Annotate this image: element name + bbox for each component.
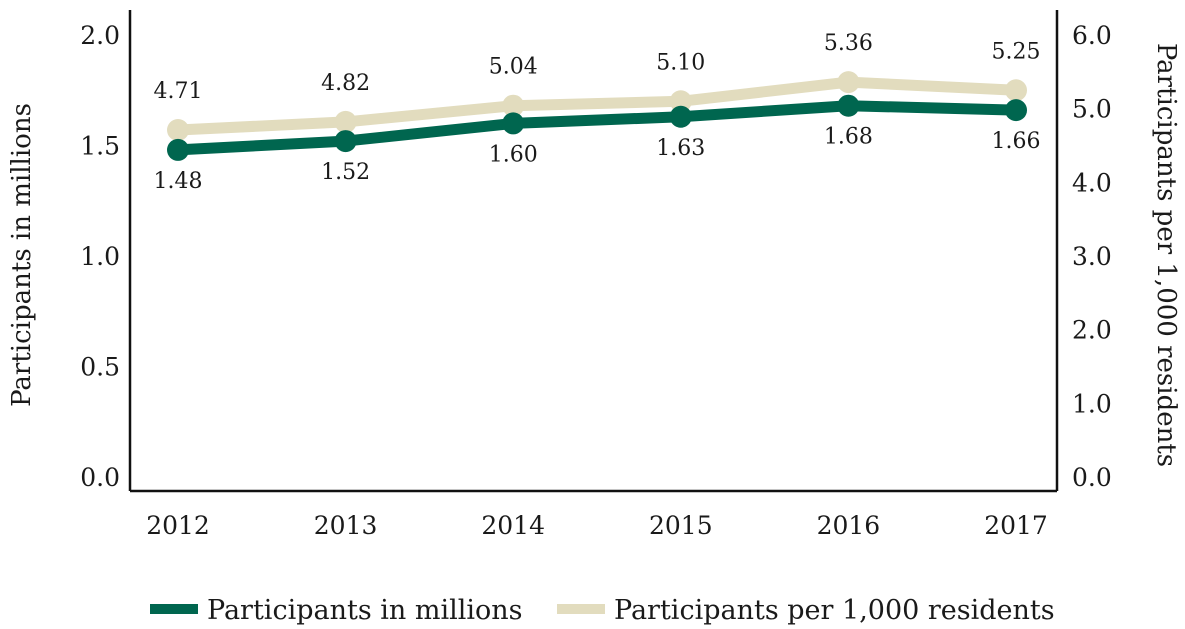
data-point-per-1000 xyxy=(167,119,189,142)
data-label-millions: 1.48 xyxy=(154,169,203,194)
data-point-per-1000 xyxy=(1005,79,1027,102)
right-tick-label: 4.0 xyxy=(1072,168,1112,197)
right-tick-label: 2.0 xyxy=(1072,316,1112,345)
legend-label-millions: Participants in millions xyxy=(207,595,523,626)
data-label-millions: 1.63 xyxy=(656,136,705,161)
data-label-millions: 1.68 xyxy=(824,125,873,150)
data-point-per-1000 xyxy=(669,90,692,113)
left-axis-ticks: 0.0 0.5 1.0 1.5 2.0 xyxy=(80,21,120,492)
data-label-per-1000: 4.82 xyxy=(321,71,370,96)
right-tick-label: 5.0 xyxy=(1072,95,1112,124)
right-tick-label: 6.0 xyxy=(1072,21,1112,50)
x-tick-label: 2016 xyxy=(817,511,881,540)
x-tick-label: 2014 xyxy=(481,511,545,540)
data-label-per-1000: 5.36 xyxy=(824,31,873,56)
plot-frame xyxy=(128,10,1059,493)
data-point-millions xyxy=(167,138,189,161)
right-tick-label: 1.0 xyxy=(1072,389,1112,418)
legend-label-per-1000: Participants per 1,000 residents xyxy=(614,595,1055,626)
x-tick-label: 2015 xyxy=(649,511,713,540)
left-tick-label: 0.5 xyxy=(80,353,120,382)
series-line-millions xyxy=(172,100,1022,156)
data-label-per-1000: 5.25 xyxy=(992,39,1041,64)
x-tick-label: 2017 xyxy=(984,511,1048,540)
data-point-per-1000 xyxy=(334,110,357,133)
data-label-millions: 1.66 xyxy=(992,129,1041,154)
x-tick-label: 2013 xyxy=(314,511,378,540)
data-point-per-1000 xyxy=(502,94,525,117)
left-axis-title: Participants in millions xyxy=(7,103,37,407)
data-label-millions: 1.60 xyxy=(489,142,538,167)
right-tick-label: 0.0 xyxy=(1072,463,1112,492)
right-axis-title: Participants per 1,000 residents xyxy=(1151,43,1181,467)
data-point-millions xyxy=(669,105,692,128)
data-label-layer: 4.71 4.82 5.04 5.10 5.36 5.25 1.48 1.52 1.60 1.63… xyxy=(154,31,1041,194)
right-axis-ticks: 0.0 1.0 2.0 3.0 4.0 5.0 6.0 xyxy=(1072,21,1112,492)
data-point-millions xyxy=(334,130,357,153)
left-tick-label: 0.0 xyxy=(80,463,120,492)
series-layer xyxy=(167,71,1027,161)
x-axis-ticks: 2012 2013 2014 2015 2016 2017 xyxy=(146,511,1048,540)
series-line-per-1000 xyxy=(172,76,1022,136)
data-label-per-1000: 5.04 xyxy=(489,55,538,80)
data-label-millions: 1.52 xyxy=(321,160,370,185)
data-point-per-1000 xyxy=(837,71,860,94)
left-tick-label: 2.0 xyxy=(80,21,120,50)
left-tick-label: 1.0 xyxy=(80,242,120,271)
data-label-per-1000: 4.71 xyxy=(154,79,203,104)
data-label-per-1000: 5.10 xyxy=(656,50,705,75)
left-tick-label: 1.5 xyxy=(80,132,120,161)
data-point-millions xyxy=(502,112,525,135)
x-tick-label: 2012 xyxy=(146,511,210,540)
data-point-millions xyxy=(837,94,860,117)
legend: Participants in millions Participants pe… xyxy=(150,595,1055,626)
data-point-millions xyxy=(1005,99,1027,122)
right-tick-label: 3.0 xyxy=(1072,242,1112,271)
